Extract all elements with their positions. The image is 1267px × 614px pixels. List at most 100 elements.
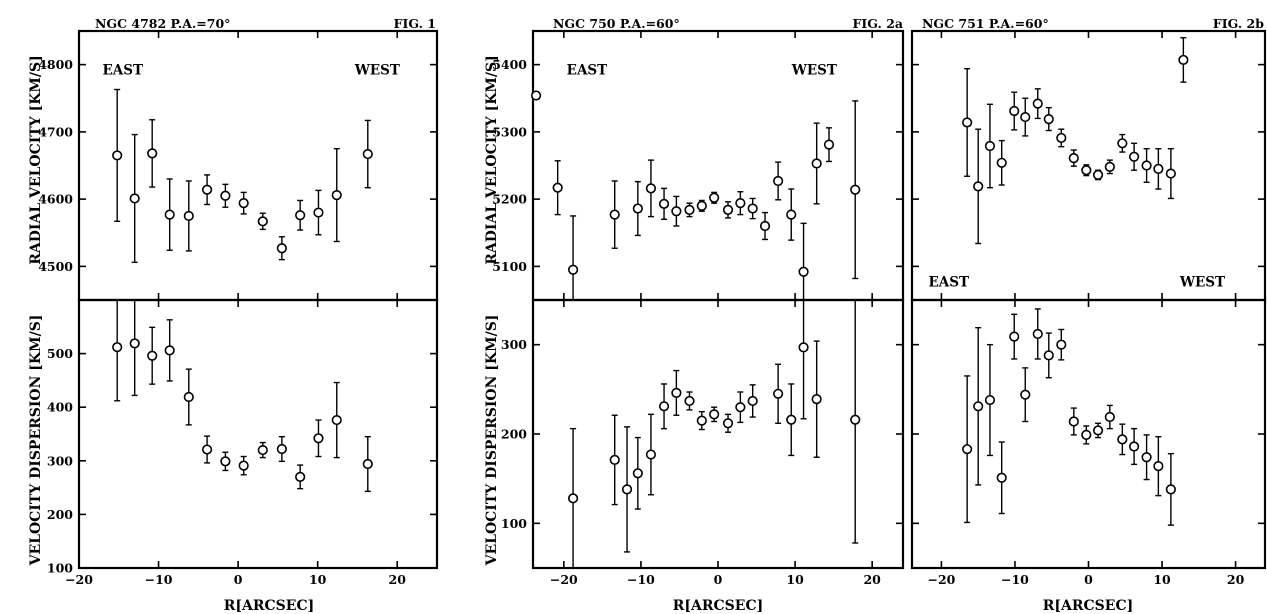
data-point: [295, 210, 306, 221]
x-tick-label: 20: [389, 572, 407, 587]
fig1-ylabel-dispersion: VELOCITY DISPERSION [KM/S]: [28, 315, 44, 567]
data-point: [1178, 54, 1189, 66]
fig2b-label: FIG. 2b: [1213, 16, 1264, 31]
data-point: [1104, 411, 1115, 423]
y-tick-label: 5100: [492, 259, 527, 274]
x-tick-label: −20: [65, 572, 93, 587]
data-point: [735, 198, 746, 209]
data-point: [747, 395, 758, 407]
data-point: [1117, 138, 1128, 149]
data-point: [850, 414, 861, 425]
x-tick-label: 0: [234, 572, 243, 587]
data-point: [962, 444, 973, 455]
data-point: [1043, 113, 1054, 125]
x-tick-label: −20: [550, 572, 578, 587]
data-point: [996, 472, 1007, 483]
data-point: [632, 468, 643, 479]
fig1-ylabel-radial: RADIAL VELOCITY [KM/S]: [28, 55, 44, 264]
y-tick-label: 5400: [492, 57, 527, 72]
annotation-west: WEST: [354, 63, 400, 79]
data-point: [786, 414, 797, 425]
data-point: [313, 433, 324, 444]
data-point: [709, 192, 720, 203]
y-tick-label: 200: [47, 507, 73, 522]
x-tick-label: 20: [863, 572, 881, 587]
data-point: [220, 190, 231, 201]
data-point: [696, 415, 707, 426]
data-point: [1153, 461, 1164, 472]
data-point: [276, 243, 287, 254]
data-point: [1020, 389, 1031, 400]
annotation-east: EAST: [102, 63, 143, 79]
data-point: [1104, 161, 1115, 172]
data-point: [709, 409, 720, 420]
data-point: [658, 198, 670, 209]
data-point: [658, 401, 670, 412]
data-point: [1128, 441, 1140, 452]
fig2b-radial-velocity: EAST WEST: [910, 29, 1267, 302]
x-tick-label: −10: [1001, 572, 1029, 587]
data-point: [773, 175, 784, 187]
data-point: [984, 394, 996, 406]
data-point: [696, 200, 707, 211]
data-point: [609, 209, 620, 220]
data-point: [129, 338, 140, 349]
data-point: [1141, 452, 1152, 463]
y-tick-label: 400: [47, 400, 73, 415]
data-point: [798, 266, 809, 277]
data-point: [973, 181, 984, 192]
fig2a-velocity-dispersion: −20 −10 0 10 20 100 200 300: [501, 298, 905, 587]
data-point: [786, 209, 797, 220]
data-point: [112, 150, 123, 161]
data-point: [1092, 425, 1104, 436]
data-point: [722, 204, 734, 215]
data-point: [1117, 434, 1128, 445]
data-point: [1043, 350, 1054, 361]
x-tick-label: 10: [309, 572, 327, 587]
data-point: [621, 484, 633, 495]
data-point: [238, 460, 249, 471]
x-tick-label: 10: [786, 572, 804, 587]
data-point: [671, 387, 682, 399]
fig1-velocity-dispersion: −20 −10 0 10 20 100 200 300 400 500: [47, 298, 439, 587]
data-point: [201, 444, 213, 455]
data-point: [1056, 339, 1067, 350]
fig1-label: FIG. 1: [394, 16, 436, 31]
data-point: [567, 493, 579, 504]
x-tick-label: −20: [927, 572, 955, 587]
x-tick-label: −10: [145, 572, 173, 587]
y-tick-label: 4700: [38, 124, 73, 139]
data-point: [645, 449, 657, 460]
fig2b-xlabel: R[ARCSEC]: [1043, 598, 1133, 614]
y-tick-label: 100: [47, 561, 73, 576]
fig2b-velocity-dispersion: −20 −10 0 10 20: [910, 298, 1267, 587]
data-point: [147, 350, 158, 361]
data-point: [1032, 328, 1043, 340]
data-point: [773, 388, 784, 399]
data-point: [1165, 168, 1176, 179]
data-point: [1032, 98, 1043, 109]
data-point: [747, 203, 758, 214]
data-point: [362, 148, 373, 160]
data-point: [331, 189, 342, 201]
fig1-header: NGC 4782 P.A.=70°: [95, 16, 230, 31]
y-tick-label: 4500: [38, 259, 73, 274]
data-point: [823, 139, 835, 150]
data-point: [1068, 153, 1079, 164]
fig2a-velocity-dispersion-frame: [531, 298, 905, 570]
y-tick-label: 500: [47, 346, 73, 361]
data-point: [1068, 416, 1079, 427]
data-point: [973, 401, 984, 412]
data-point: [183, 210, 194, 222]
x-tick-label: 0: [714, 572, 723, 587]
data-point: [331, 414, 342, 426]
data-point: [996, 157, 1007, 168]
annotation-west: WEST: [1179, 275, 1225, 291]
data-point: [645, 183, 657, 194]
x-tick-label: −10: [627, 572, 655, 587]
data-point: [1092, 169, 1104, 181]
y-tick-label: 300: [501, 337, 527, 352]
data-point: [1128, 151, 1140, 162]
data-point: [147, 148, 158, 159]
